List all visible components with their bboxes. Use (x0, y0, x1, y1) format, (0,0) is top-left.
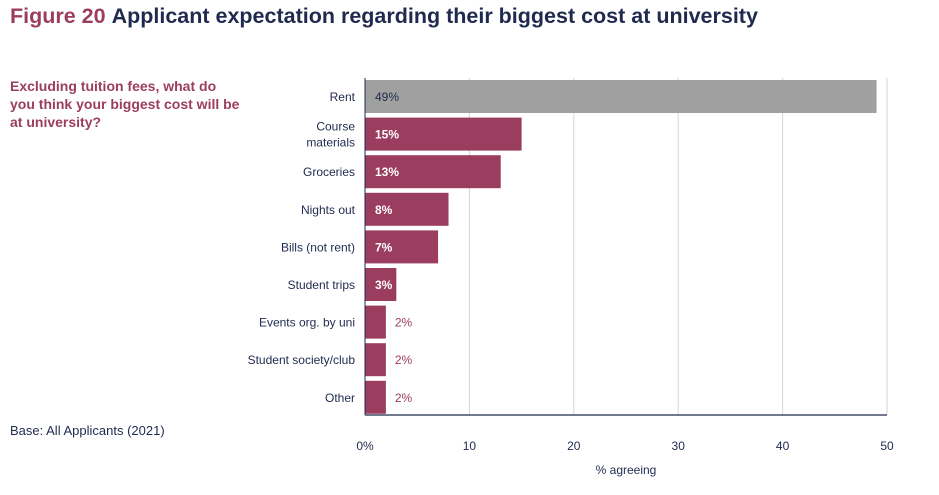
bar (365, 117, 522, 151)
figure-title: Figure 20 Applicant expectation regarding… (10, 4, 758, 29)
figure-title-text: Applicant expectation regarding their bi… (111, 4, 758, 28)
bar (365, 343, 386, 377)
category-label: Nights out (301, 203, 356, 217)
bar (365, 192, 449, 226)
x-tick-label: 40 (776, 439, 790, 453)
category-label: Groceries (303, 165, 355, 179)
category-label: Bills (not rent) (281, 240, 355, 254)
x-tick-label: 10 (463, 439, 477, 453)
value-label: 8% (375, 203, 393, 217)
survey-question: Excluding tuition fees, what do you thin… (10, 78, 240, 130)
category-label: Events org. by uni (259, 316, 355, 330)
bar (365, 380, 386, 414)
value-label: 3% (375, 278, 393, 292)
bar (365, 305, 386, 339)
bar (365, 230, 439, 264)
figure-label: Figure 20 (10, 4, 106, 28)
value-label: 13% (375, 165, 399, 179)
x-axis-title: % agreeing (596, 463, 657, 477)
x-tick-label: 50 (880, 439, 894, 453)
category-label: Course (316, 120, 355, 134)
category-label: Other (325, 391, 355, 405)
bar (365, 155, 501, 189)
x-tick-label: 0% (356, 439, 374, 453)
value-label: 7% (375, 240, 393, 254)
value-label: 2% (395, 316, 413, 330)
x-tick-label: 30 (672, 439, 686, 453)
value-label: 15% (375, 128, 399, 142)
category-label: Student trips (288, 278, 355, 292)
category-label: Student society/club (248, 353, 356, 367)
bar (365, 80, 877, 113)
category-label: materials (306, 136, 355, 150)
value-label: 2% (395, 353, 413, 367)
base-note: Base: All Applicants (2021) (10, 423, 165, 438)
x-tick-label: 20 (567, 439, 581, 453)
value-label: 2% (395, 391, 413, 405)
category-label: Rent (330, 90, 356, 104)
value-label: 49% (375, 90, 399, 104)
bar (365, 268, 397, 301)
